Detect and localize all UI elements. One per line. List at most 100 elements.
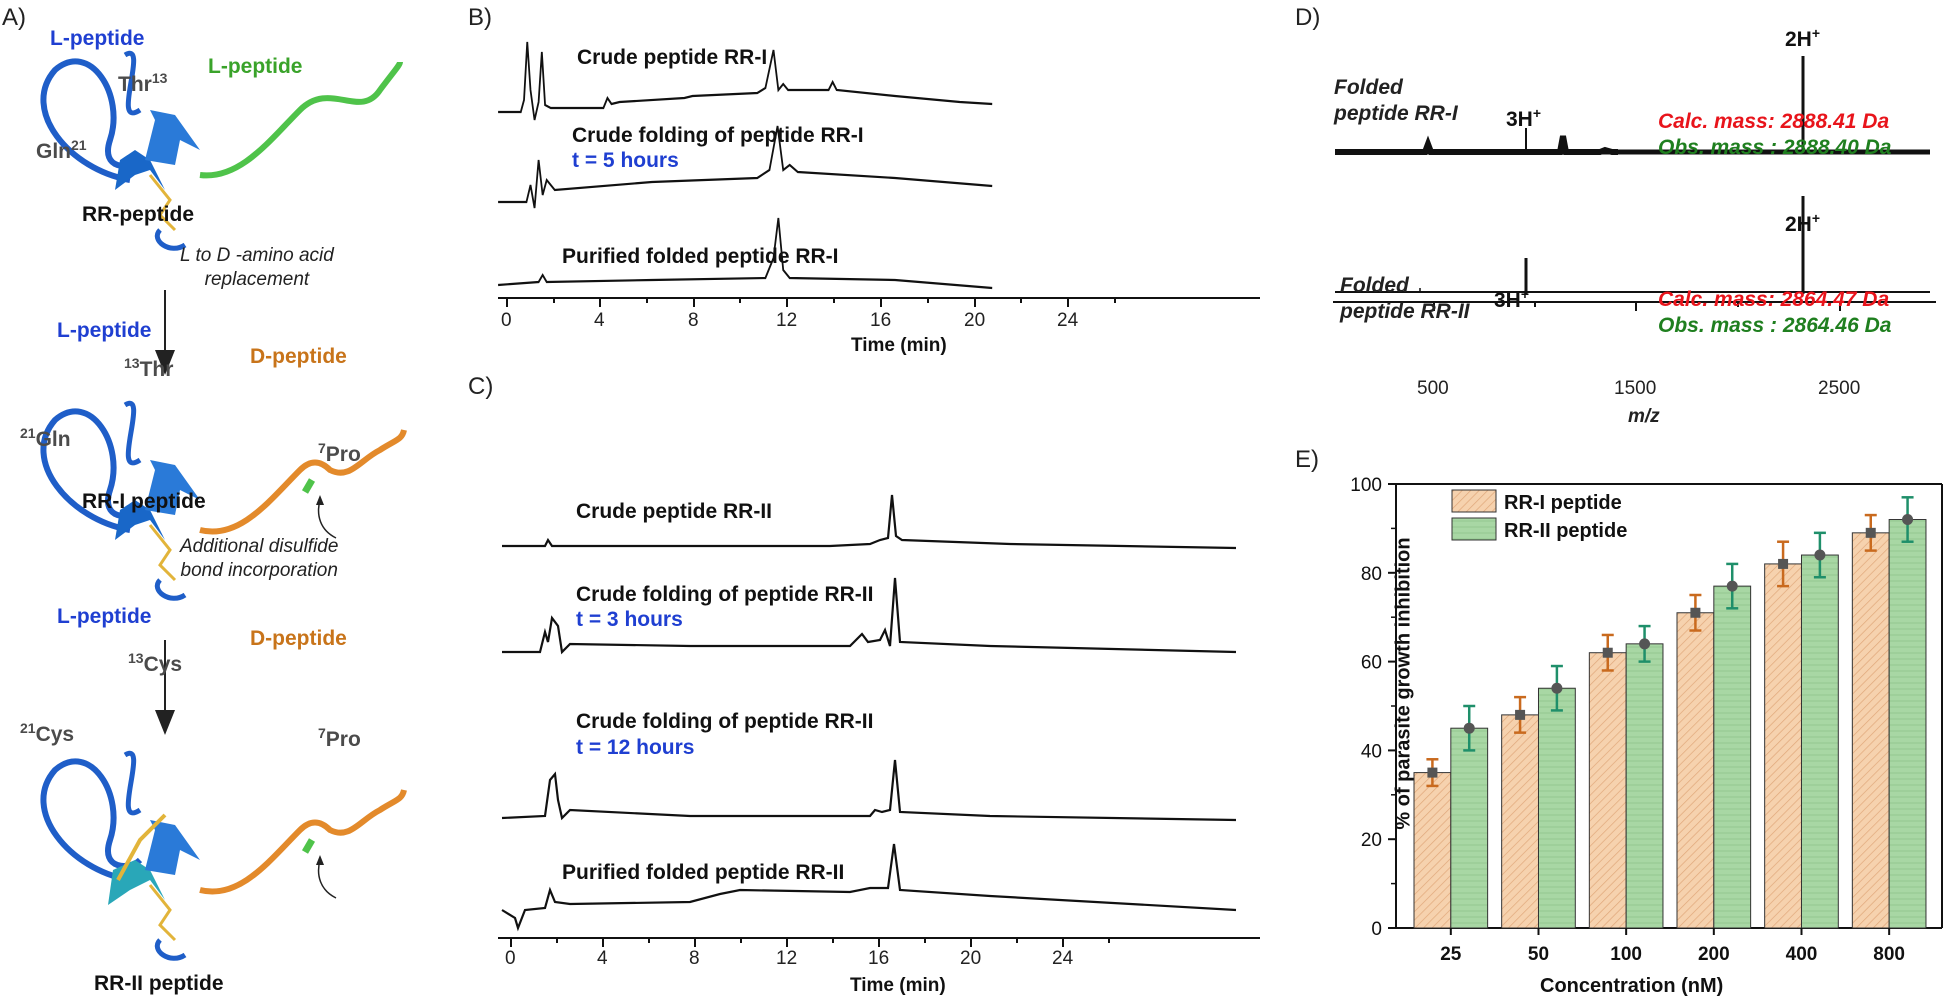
label-l-peptide-1a: L-peptide bbox=[50, 27, 145, 50]
ms1-name: Folded peptide RR-I bbox=[1334, 76, 1458, 125]
label-d-peptide-2: D-peptide bbox=[250, 345, 347, 368]
e-y-tick-label: 40 bbox=[1361, 741, 1382, 762]
e-xlabel: Concentration (nM) bbox=[1540, 975, 1724, 997]
e-bar-2 bbox=[1888, 519, 1927, 929]
ms2-peak-3h: 3H+ bbox=[1494, 286, 1530, 312]
e-y-tick-label: 100 bbox=[1350, 475, 1382, 496]
c-trace4-label: Purified folded peptide RR-II bbox=[562, 861, 845, 884]
trace-b-3 bbox=[498, 217, 993, 290]
label-13thr: 13Thr bbox=[124, 355, 174, 381]
ms1-peak-2h: 2H+ bbox=[1785, 25, 1821, 51]
e-y-tick-label: 0 bbox=[1371, 919, 1382, 940]
b-xtick-labels: 0 4 8 12 16 20 24 bbox=[501, 310, 1079, 331]
panel-b-chromatograms bbox=[498, 41, 1260, 307]
e-axes: 0 20 40 60 80 100 bbox=[1350, 475, 1943, 940]
e-mean-marker bbox=[1639, 638, 1651, 650]
ms1-peak-3h: 3H+ bbox=[1506, 105, 1542, 131]
panel-label-b: B) bbox=[468, 4, 492, 31]
label-l-peptide-1b: L-peptide bbox=[208, 55, 303, 78]
b-trace1-label: Crude peptide RR-I bbox=[577, 46, 768, 69]
e-x-tick-label: 25 bbox=[1440, 944, 1462, 965]
label-gln21: Gln21 bbox=[36, 137, 87, 163]
e-x-tick-label: 50 bbox=[1528, 944, 1549, 965]
e-legend-label: RR-I peptide bbox=[1504, 492, 1622, 514]
arrow2-caption: Additional disulfide bond incorporation bbox=[180, 536, 339, 581]
e-mean-marker bbox=[1690, 607, 1701, 618]
e-bar-1 bbox=[1501, 714, 1539, 929]
structure-rr-i-peptide bbox=[40, 400, 407, 601]
ms1-obs-mass: Obs. mass : 2888.40 Da bbox=[1658, 136, 1892, 159]
e-legend-swatch bbox=[1451, 489, 1497, 513]
e-mean-marker bbox=[1602, 647, 1613, 658]
label-d-peptide-3: D-peptide bbox=[250, 627, 347, 650]
structure-rr-ii-peptide bbox=[40, 750, 407, 961]
label-l-peptide-2: L-peptide bbox=[57, 319, 152, 342]
ms2-calc-mass: Calc. mass: 2864.47 Da bbox=[1658, 288, 1890, 311]
c-trace3-label: Crude folding of peptide RR-II bbox=[576, 710, 874, 733]
ms1-calc-mass: Calc. mass: 2888.41 Da bbox=[1658, 110, 1890, 133]
e-mean-marker bbox=[1427, 767, 1438, 778]
e-bar-2 bbox=[1537, 687, 1576, 929]
arrow1-caption: L to D -amino acid replacement bbox=[180, 245, 334, 290]
ms2-obs-mass: Obs. mass : 2864.46 Da bbox=[1658, 314, 1892, 337]
ms2-name: Folded peptide RR-II bbox=[1340, 274, 1470, 323]
e-mean-marker bbox=[1726, 580, 1738, 592]
e-bar-2 bbox=[1713, 585, 1752, 929]
structure-rr-peptide bbox=[40, 50, 403, 251]
e-legend-swatch bbox=[1451, 517, 1497, 541]
b-xlabel: Time (min) bbox=[851, 335, 947, 356]
panel-label-c: C) bbox=[468, 373, 494, 400]
trace-b-2 bbox=[498, 125, 993, 209]
e-mean-marker bbox=[1515, 709, 1526, 720]
e-x-tick-label: 100 bbox=[1610, 944, 1642, 965]
panel-c-chromatograms bbox=[498, 494, 1260, 947]
c-trace3-time: t = 12 hours bbox=[576, 736, 695, 759]
e-legend-label: RR-II peptide bbox=[1504, 520, 1627, 542]
panel-a-structures bbox=[40, 50, 407, 961]
c-trace1-label: Crude peptide RR-II bbox=[576, 500, 773, 523]
e-y-tick-label: 80 bbox=[1361, 564, 1382, 585]
ms-spectrum-1 bbox=[1335, 56, 1930, 155]
e-bar-1 bbox=[1676, 612, 1715, 929]
e-x-tick-label: 200 bbox=[1698, 944, 1730, 965]
e-y-tick-label: 60 bbox=[1361, 653, 1382, 674]
e-bar-1 bbox=[1851, 532, 1890, 929]
panel-label-a: A) bbox=[2, 4, 26, 31]
b-x-ticks bbox=[506, 298, 1116, 307]
e-bar-2 bbox=[1800, 554, 1839, 929]
b-trace2-label: Crude folding of peptide RR-I bbox=[572, 124, 864, 147]
label-rr-i-peptide: RR-I peptide bbox=[82, 490, 206, 513]
d-xtick-labels: 500 1500 2500 bbox=[1417, 378, 1861, 399]
label-21gln: 21Gln bbox=[20, 425, 71, 451]
c-trace2-label: Crude folding of peptide RR-II bbox=[576, 583, 874, 606]
panel-d-mass-spectra bbox=[1333, 56, 1936, 311]
c-x-ticks bbox=[510, 938, 1110, 947]
label-13cys: 13Cys bbox=[128, 650, 183, 676]
e-bar-1 bbox=[1588, 652, 1627, 929]
c-xlabel: Time (min) bbox=[850, 975, 946, 996]
panel-label-d: D) bbox=[1295, 4, 1321, 31]
e-x-tick-label: 800 bbox=[1873, 944, 1905, 965]
c-xtick-labels: 0 4 8 12 16 20 24 bbox=[505, 948, 1074, 969]
e-mean-marker bbox=[1778, 558, 1789, 569]
label-rr-peptide: RR-peptide bbox=[82, 203, 194, 226]
ms-spectrum-2 bbox=[1335, 196, 1930, 294]
c-trace2-time: t = 3 hours bbox=[576, 608, 683, 631]
b-trace2-time: t = 5 hours bbox=[572, 149, 679, 172]
trace-c-1 bbox=[502, 494, 1237, 550]
e-bars: 25 50 100 200 400 800 bbox=[1413, 496, 1927, 965]
panel-label-e: E) bbox=[1295, 446, 1319, 473]
e-legend: RR-I peptide RR-II peptide bbox=[1451, 489, 1627, 542]
trace-b-1 bbox=[498, 41, 993, 121]
e-mean-marker bbox=[1814, 549, 1826, 561]
e-bar-2 bbox=[1450, 727, 1489, 929]
e-mean-marker bbox=[1551, 682, 1563, 694]
trace-c-2 bbox=[502, 577, 1237, 655]
ms2-peak-2h: 2H+ bbox=[1785, 210, 1821, 236]
label-rr-ii-peptide: RR-II peptide bbox=[94, 972, 224, 995]
e-mean-marker bbox=[1463, 722, 1475, 734]
e-mean-marker bbox=[1902, 514, 1914, 526]
label-l-peptide-3: L-peptide bbox=[57, 605, 152, 628]
label-21cys: 21Cys bbox=[20, 720, 75, 746]
panel-e-bar-chart: 0 20 40 60 80 100 25 50 100 200 400 800 RR-I pepti… bbox=[1350, 475, 1943, 965]
